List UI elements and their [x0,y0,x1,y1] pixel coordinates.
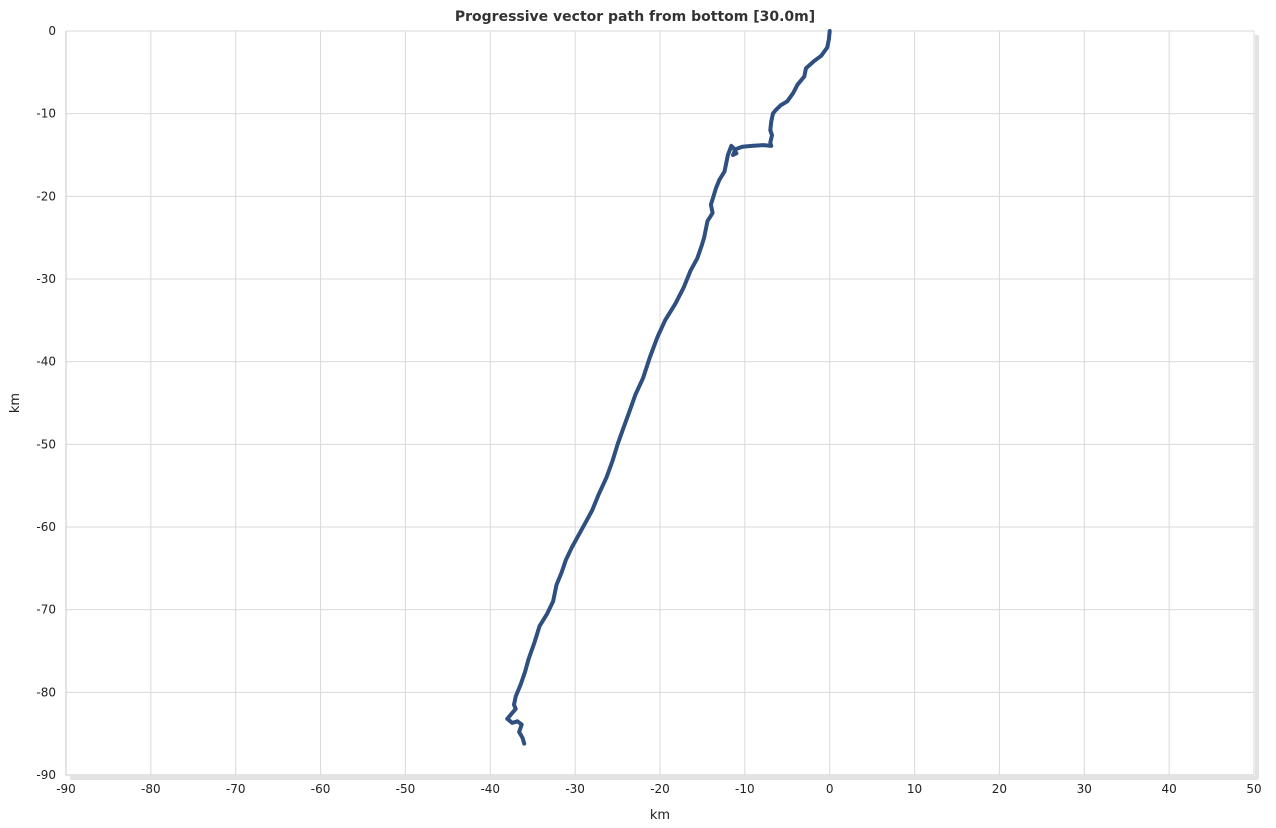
x-tick-label: -60 [311,782,331,796]
plot-area-shadow [70,35,1259,780]
x-tick-label: 40 [1162,782,1177,796]
y-tick-label: -10 [36,107,56,121]
x-tick-label: 0 [826,782,834,796]
x-tick-label: 10 [907,782,922,796]
x-tick-label: 50 [1246,782,1261,796]
y-tick-label: -40 [36,355,56,369]
plot-shadow-right [1255,35,1259,779]
y-tick-label: 0 [48,24,56,38]
x-tick-label: -50 [396,782,416,796]
x-tick-label: -90 [56,782,76,796]
series-line-0 [505,29,832,746]
y-tick-label: -90 [36,768,56,782]
y-tick-label: -30 [36,272,56,286]
x-tick-label: 20 [992,782,1007,796]
y-tick-label: -20 [36,189,56,203]
tick-labels: -90 -80 -70 -60 -50 -40 -30 -20 -10 0 10 20 30 40 50 0 -… [36,24,1261,796]
x-tick-label: -20 [650,782,670,796]
x-tick-label: -40 [480,782,500,796]
y-axis-title: km [8,393,23,413]
y-tick-label: -60 [36,520,56,534]
y-tick-label: -70 [36,603,56,617]
series-layer [505,29,832,746]
x-tick-label: 30 [1077,782,1092,796]
chart-title: Progressive vector path from bottom [30.… [455,9,815,25]
axes [65,31,1254,776]
y-tick-label: -50 [36,437,56,451]
x-tick-label: -70 [226,782,246,796]
x-axis-title: km [650,808,670,823]
grid-lines [65,30,1255,776]
x-tick-label: -80 [141,782,161,796]
x-tick-label: -30 [565,782,585,796]
x-tick-label: -10 [735,782,755,796]
y-tick-label: -80 [36,685,56,699]
plot-shadow-bottom [70,776,1258,780]
